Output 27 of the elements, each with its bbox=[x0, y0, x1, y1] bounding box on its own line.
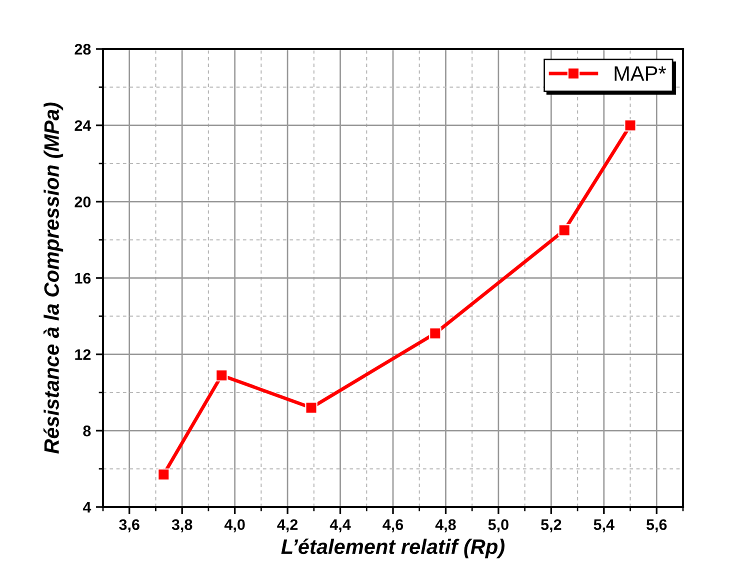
legend-label: MAP* bbox=[614, 66, 666, 81]
point bbox=[429, 327, 442, 340]
y-tick-label: 28 bbox=[74, 44, 91, 55]
x-tick-label: 5,0 bbox=[488, 519, 508, 532]
y-axis-title: Résistance à la Compression (MPa) bbox=[43, 102, 64, 454]
y-tick-label: 4 bbox=[82, 502, 92, 513]
x-tick-label: 5,4 bbox=[594, 519, 614, 532]
x-tick-label: 4,2 bbox=[277, 519, 298, 532]
y-tick-label: 8 bbox=[83, 426, 91, 436]
y-tick-label: 16 bbox=[75, 272, 91, 284]
x-tick-label: 4,8 bbox=[435, 519, 456, 532]
y-tick-label: 20 bbox=[74, 196, 91, 208]
x-tick-label: 4,4 bbox=[330, 519, 351, 532]
point bbox=[624, 119, 636, 132]
y-tick-label: 24 bbox=[74, 120, 92, 131]
x-axis-title: L’étalement relatif (Rp) bbox=[281, 538, 504, 558]
point bbox=[216, 369, 228, 382]
y-tick-label: 12 bbox=[75, 349, 91, 360]
x-tick-label: 5,6 bbox=[646, 519, 667, 532]
x-tick-label: 4,0 bbox=[224, 519, 245, 532]
x-tick-label: 5,2 bbox=[541, 519, 562, 532]
x-tick-label: 3,6 bbox=[119, 519, 140, 532]
x-tick-label: 4,6 bbox=[382, 519, 404, 532]
point bbox=[158, 468, 170, 481]
point bbox=[558, 224, 570, 236]
x-tick-label: 3,8 bbox=[172, 519, 192, 532]
point bbox=[305, 402, 318, 414]
